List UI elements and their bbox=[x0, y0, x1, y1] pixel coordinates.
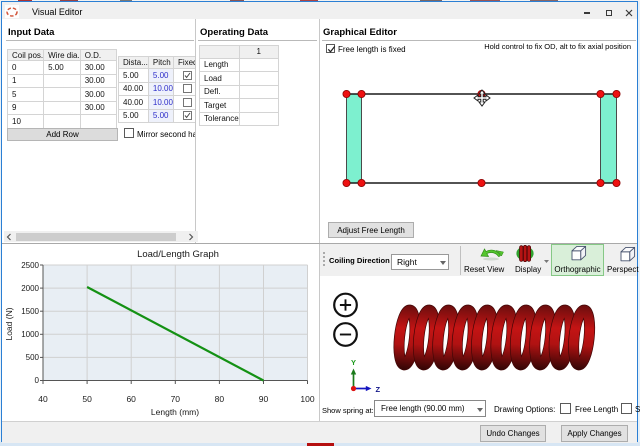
svg-text:80: 80 bbox=[215, 394, 225, 404]
svg-text:500: 500 bbox=[26, 353, 40, 362]
svg-text:1500: 1500 bbox=[21, 307, 39, 316]
svg-text:50: 50 bbox=[82, 394, 92, 404]
svg-text:Length (mm): Length (mm) bbox=[151, 407, 199, 417]
svg-text:2500: 2500 bbox=[21, 261, 39, 270]
svg-text:100: 100 bbox=[300, 394, 314, 404]
svg-text:0: 0 bbox=[35, 376, 40, 385]
svg-text:Load (N): Load (N) bbox=[4, 307, 14, 340]
svg-text:90: 90 bbox=[259, 394, 269, 404]
svg-text:Y: Y bbox=[351, 358, 356, 367]
svg-text:Load/Length Graph: Load/Length Graph bbox=[137, 249, 219, 260]
svg-text:60: 60 bbox=[126, 394, 136, 404]
svg-text:Z: Z bbox=[376, 385, 381, 394]
svg-text:1000: 1000 bbox=[21, 330, 39, 339]
svg-text:70: 70 bbox=[171, 394, 181, 404]
svg-text:2000: 2000 bbox=[21, 284, 39, 293]
svg-text:40: 40 bbox=[38, 394, 48, 404]
